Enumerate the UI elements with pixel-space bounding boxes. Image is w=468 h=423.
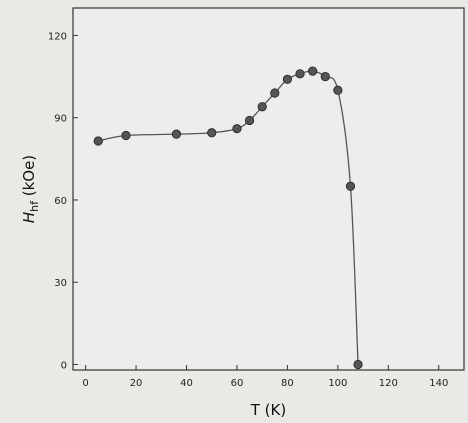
- data-point: [308, 66, 318, 76]
- y-tick-label: 90: [54, 114, 67, 125]
- data-point: [320, 71, 330, 82]
- x-tick-label: 120: [379, 378, 398, 389]
- data-point: [93, 136, 103, 146]
- x-tick-label: 60: [231, 378, 244, 389]
- data-point: [232, 124, 242, 134]
- plot-frame: [72, 7, 465, 371]
- y-axis-ticks: 0 30 60 90 120: [48, 31, 78, 372]
- series-line: [98, 70, 359, 365]
- data-point: [295, 69, 305, 79]
- data-point: [171, 129, 182, 139]
- y-axis-label: Hhf (kOe): [20, 155, 41, 223]
- data-points: [93, 66, 363, 370]
- y-tick-label: 60: [54, 196, 67, 207]
- data-point: [270, 88, 280, 98]
- data-point: [282, 74, 293, 84]
- data-point: [345, 181, 356, 191]
- data-point: [333, 85, 343, 95]
- x-tick-label: 140: [429, 378, 448, 389]
- x-axis-ticks: 0 20 40 60 80 100 120 140: [82, 365, 448, 389]
- x-tick-label: 20: [130, 378, 143, 389]
- y-axis-label-unit: (kOe): [20, 155, 38, 201]
- x-tick-label: 80: [281, 378, 294, 389]
- y-tick-label: 0: [61, 361, 67, 372]
- data-point: [244, 115, 255, 126]
- data-point: [257, 102, 267, 112]
- x-tick-label: 40: [180, 378, 193, 389]
- y-axis-label-main: H: [20, 212, 38, 223]
- x-tick-label: 0: [82, 378, 88, 389]
- y-tick-label: 30: [54, 278, 67, 289]
- data-point: [353, 359, 363, 370]
- data-point: [207, 128, 217, 138]
- y-axis-label-sub: hf: [28, 200, 41, 212]
- data-point: [121, 130, 131, 141]
- x-tick-label: 100: [328, 378, 347, 389]
- x-axis-label: T (K): [250, 401, 286, 419]
- y-tick-label: 120: [48, 31, 67, 42]
